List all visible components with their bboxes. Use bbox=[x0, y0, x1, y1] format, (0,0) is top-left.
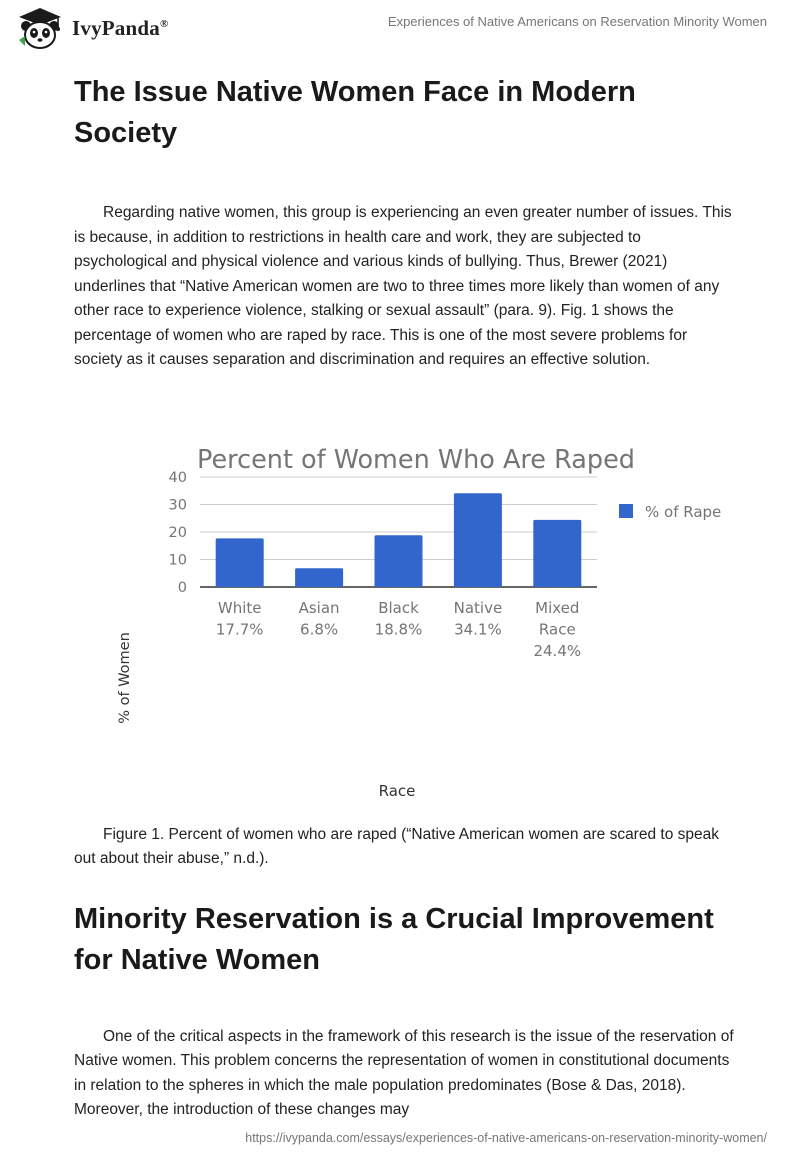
paragraph-reservation: One of the critical aspects in the frame… bbox=[74, 1027, 734, 1119]
paragraph-issue: Regarding native women, this group is ex… bbox=[74, 204, 732, 368]
y-tick-label: 10 bbox=[169, 552, 187, 568]
bar-chart: Percent of Women Who Are Raped % of Wome… bbox=[117, 445, 721, 800]
bar-white bbox=[215, 537, 264, 587]
y-tick-label: 40 bbox=[169, 470, 187, 486]
x-axis-label: Race bbox=[379, 782, 416, 800]
article-content: The Issue Native Women Face in Modern So… bbox=[74, 72, 734, 1123]
document-title: Experiences of Native Americans on Reser… bbox=[387, 14, 767, 29]
x-tick-label: 18.8% bbox=[375, 620, 423, 638]
section-heading-reservation: Minority Reservation is a Crucial Improv… bbox=[74, 902, 714, 976]
x-tick-label: Black bbox=[378, 599, 419, 617]
legend-swatch bbox=[619, 503, 633, 518]
x-tick-label: 17.7% bbox=[216, 620, 264, 638]
x-tick-label: Race bbox=[539, 620, 576, 638]
ivypanda-logo[interactable]: IvyPanda® bbox=[14, 6, 168, 50]
x-tick-label: White bbox=[218, 599, 262, 617]
y-tick-label: 20 bbox=[169, 525, 187, 541]
x-tick-label: Asian bbox=[299, 599, 340, 617]
section-heading-issue: The Issue Native Women Face in Modern So… bbox=[74, 76, 636, 149]
source-url[interactable]: https://ivypanda.com/essays/experiences-… bbox=[245, 1131, 767, 1145]
chart-title: Percent of Women Who Are Raped bbox=[197, 445, 635, 475]
bar-native bbox=[453, 492, 502, 587]
x-tick-label: Mixed bbox=[535, 599, 579, 617]
figure-chart: Percent of Women Who Are Raped % of Wome… bbox=[74, 403, 734, 823]
x-tick-label: 24.4% bbox=[533, 642, 581, 660]
x-tick-label: 6.8% bbox=[300, 620, 338, 638]
x-tick-label: 34.1% bbox=[454, 620, 502, 638]
y-tick-label: 0 bbox=[178, 580, 187, 596]
panda-graduate-icon bbox=[19, 8, 61, 49]
figure-caption: Figure 1. Percent of women who are raped… bbox=[74, 825, 719, 868]
bar-black bbox=[374, 534, 423, 587]
bar-asian bbox=[295, 567, 344, 587]
y-tick-label: 30 bbox=[169, 497, 187, 513]
brand-name: IvyPanda® bbox=[72, 15, 169, 40]
legend-label: % of Rape bbox=[645, 503, 721, 521]
y-axis-label: % of Women bbox=[117, 632, 133, 724]
bar-mixed bbox=[533, 519, 582, 587]
page-header: IvyPanda® Experiences of Native American… bbox=[0, 0, 800, 50]
x-tick-label: Native bbox=[454, 599, 503, 617]
